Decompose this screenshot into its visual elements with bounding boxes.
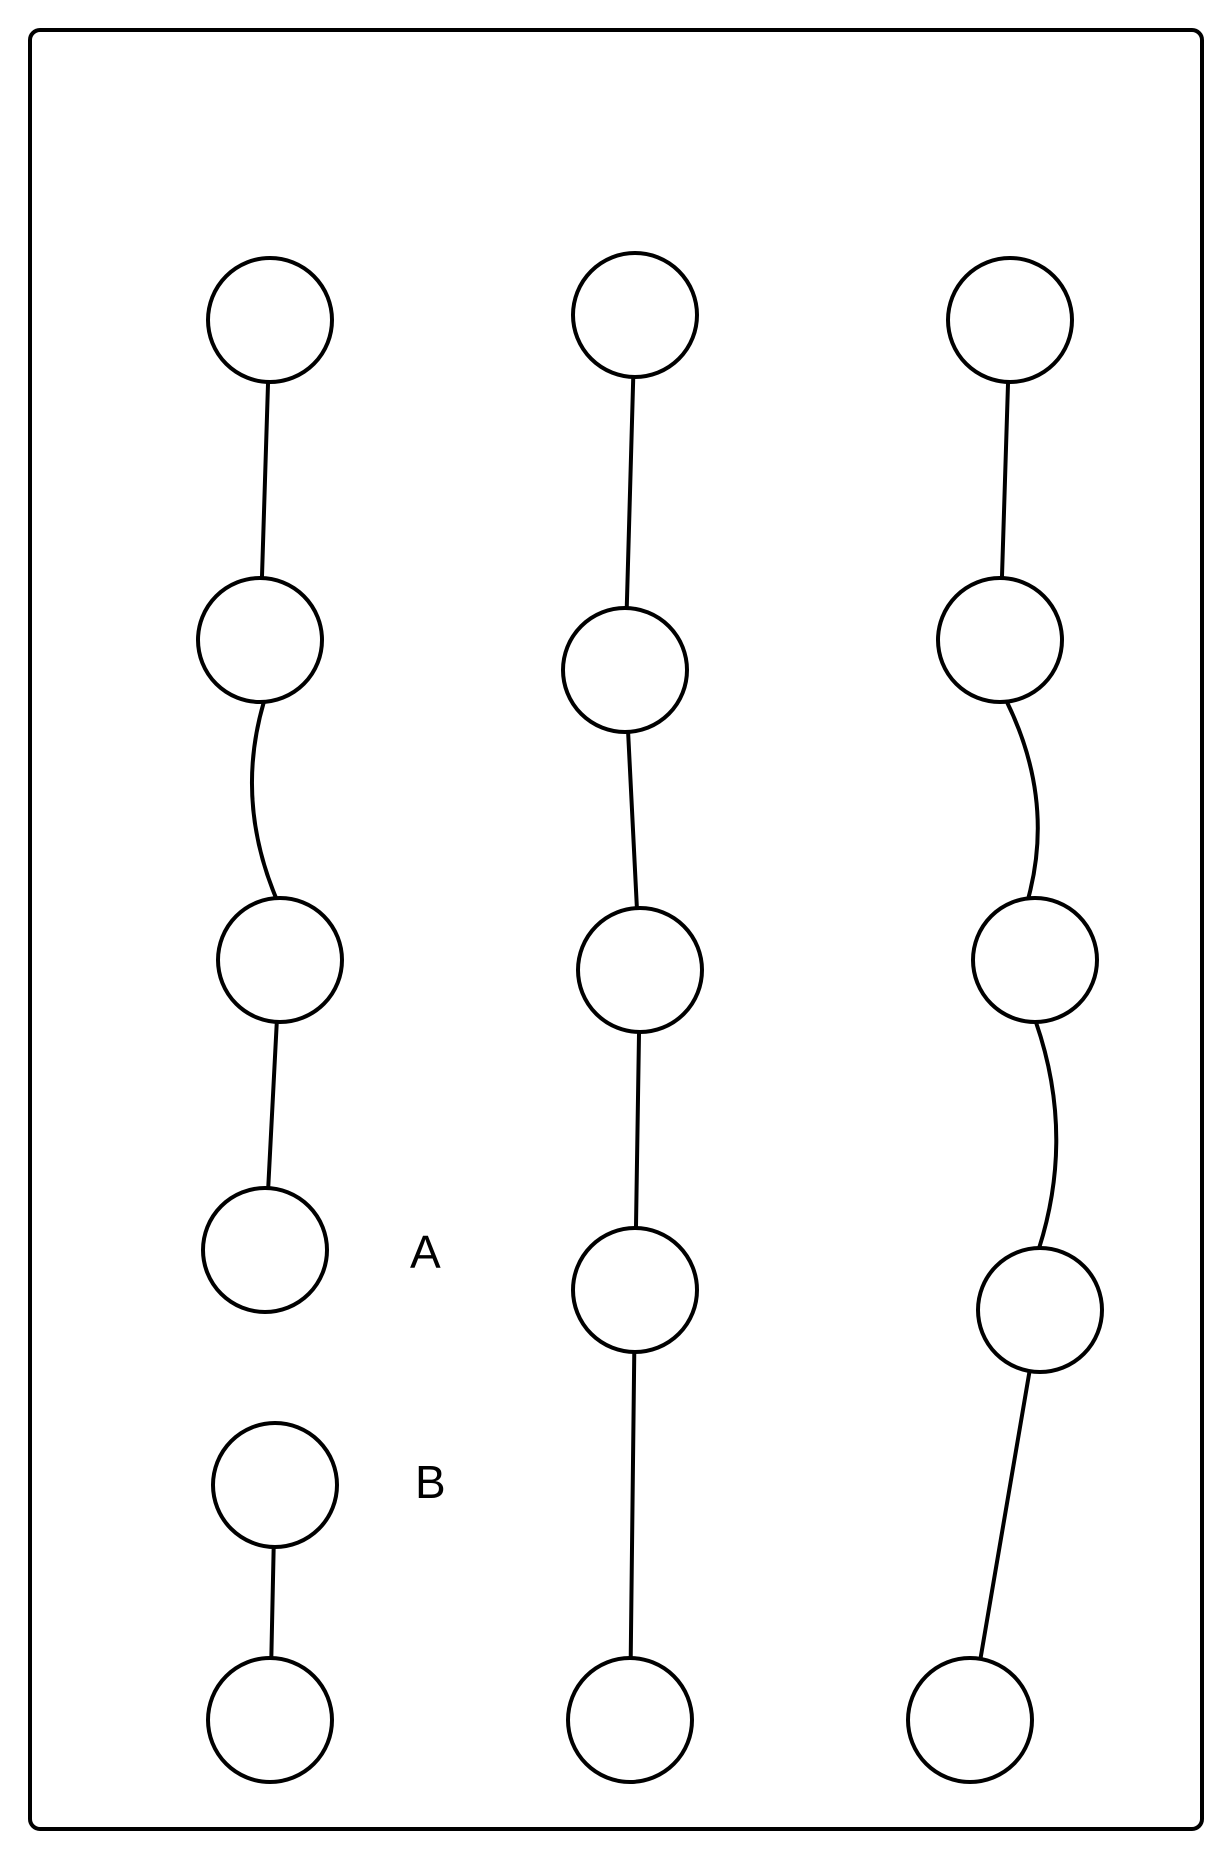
chain-node [908,1658,1032,1782]
chain-node [973,898,1097,1022]
chain-node [203,1188,327,1312]
chain-node [208,1658,332,1782]
chain-edge [268,1022,277,1188]
diagram-svg [0,0,1232,1859]
chain-edge [636,1032,639,1228]
chain-node [573,1228,697,1352]
chain-node [578,908,702,1032]
chain-edge [1036,1022,1056,1248]
chain-edge [271,1547,273,1658]
chain-node [568,1658,692,1782]
chain-node [208,258,332,382]
chain-node [948,258,1072,382]
chain-edge [980,1371,1029,1659]
chain-node [198,578,322,702]
diagram-canvas: A B [0,0,1232,1859]
chain-node [573,253,697,377]
label-b: B [415,1455,446,1509]
chain-edge [1007,702,1038,899]
chain-node [978,1248,1102,1372]
chain-node [563,608,687,732]
label-a: A [410,1225,441,1279]
chain-node [218,898,342,1022]
nodes-group [198,253,1102,1782]
chain-edge [252,702,276,898]
chain-edge [1002,382,1008,578]
chain-edge [627,377,634,608]
chain-edge [262,382,268,578]
chain-edge [628,732,637,908]
chain-node [938,578,1062,702]
chain-node [213,1423,337,1547]
chain-edge [631,1352,635,1658]
